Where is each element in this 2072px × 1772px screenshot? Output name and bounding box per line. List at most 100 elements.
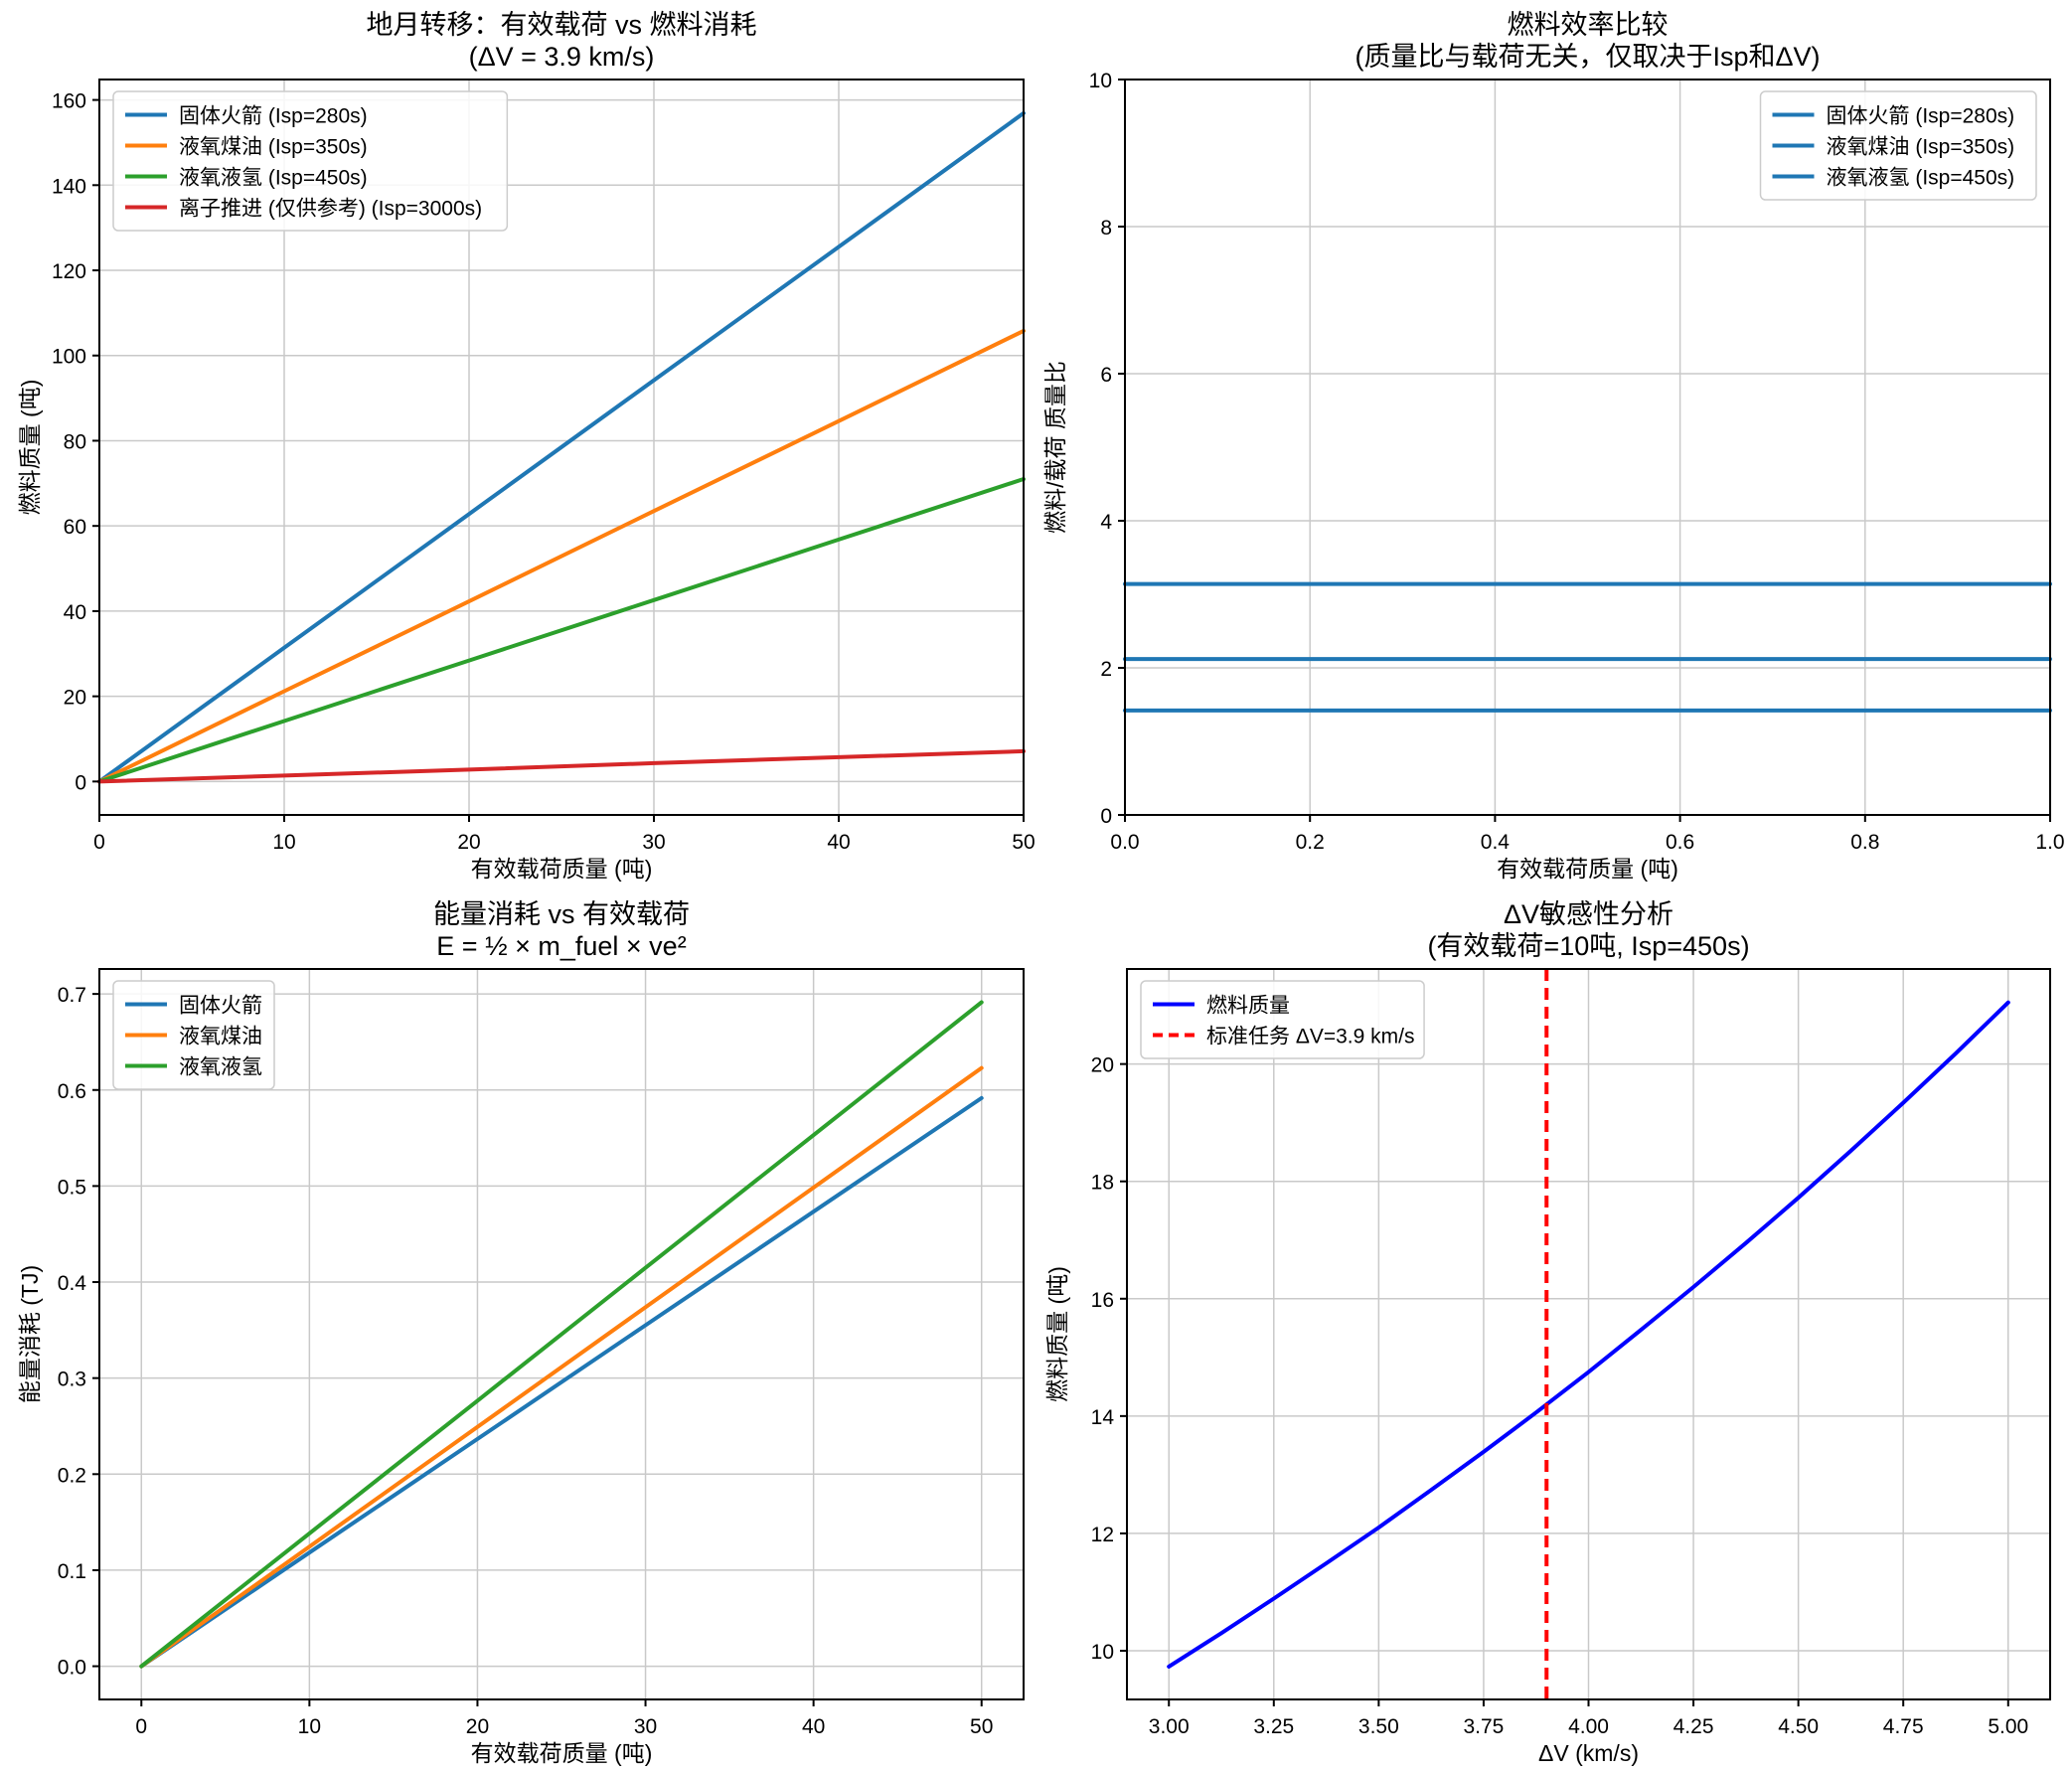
- legend-label: 液氧液氢: [179, 1056, 262, 1079]
- chart-title: 地月转移：有效载荷 vs 燃料消耗: [366, 10, 756, 40]
- x-tick-label: 10: [272, 831, 295, 854]
- x-tick-label: 30: [634, 1715, 657, 1738]
- series-line-0: [139, 1095, 984, 1669]
- y-tick-label: 6: [1100, 364, 1112, 387]
- series-line-0: [97, 110, 1026, 784]
- x-tick-label: 50: [970, 1715, 993, 1738]
- axis-ticks: 0 10 20 30 40 50 0 20 40 60 80 100 120 140 160: [52, 90, 1036, 854]
- series-line-1: [139, 1065, 984, 1669]
- chart-subtitle: E = ½ × m_fuel × ve²: [436, 931, 686, 961]
- x-tick-label: 10: [298, 1715, 321, 1738]
- legend-label: 液氧煤油: [179, 1026, 262, 1048]
- legend-box: [1140, 980, 1425, 1059]
- series-line-3: [97, 748, 1026, 784]
- x-tick-label: 0: [135, 1715, 147, 1738]
- y-tick-label: 20: [64, 687, 86, 710]
- x-tick-label: 0.4: [1481, 831, 1511, 854]
- y-tick-label: 14: [1091, 1406, 1115, 1429]
- legend-label: 固体火箭 (Isp=280s): [1827, 105, 2015, 128]
- y-tick-label: 18: [1091, 1172, 1114, 1195]
- chart-dv-sensitivity: 3.00 3.25 3.50 3.75 4.00 4.25 4.50 4.75 5.00 10 12…: [1036, 886, 2072, 1772]
- x-tick-label: 4.50: [1778, 1715, 1819, 1738]
- y-tick-label: 0: [1100, 805, 1112, 828]
- legend-label: 离子推进 (仅供参考) (Isp=3000s): [179, 198, 482, 221]
- y-tick-label: 160: [52, 90, 86, 113]
- x-tick-label: 30: [642, 831, 665, 854]
- y-tick-label: 0.4: [58, 1272, 87, 1295]
- x-tick-label: 50: [1012, 831, 1035, 854]
- legend: 固体火箭 (Isp=280s) 液氧煤油 (Isp=350s) 液氧液氢 (Isp=…: [112, 90, 509, 232]
- legend-box: [1759, 90, 2037, 201]
- axis-ticks: 3.00 3.25 3.50 3.75 4.00 4.25 4.50 4.75 5.00 10 12…: [1091, 1054, 2029, 1738]
- x-tick-label: 0.2: [1296, 831, 1325, 854]
- y-tick-label: 10: [1091, 1641, 1114, 1664]
- chart-payload-vs-fuel: 0 10 20 30 40 50 0 20 40 60 80 100 120 140 160 地月转移：有效载…: [0, 0, 1036, 886]
- y-tick-label: 12: [1091, 1524, 1114, 1546]
- series-line-2: [97, 477, 1026, 784]
- legend-label: 固体火箭 (Isp=280s): [179, 105, 368, 128]
- x-tick-label: 40: [827, 831, 850, 854]
- y-tick-label: 0.1: [58, 1560, 86, 1583]
- x-tick-label: 40: [802, 1715, 825, 1738]
- x-tick-label: 5.00: [1988, 1715, 2028, 1738]
- y-axis-label: 燃料质量 (吨): [1044, 1266, 1070, 1402]
- series-line-2: [139, 1000, 984, 1669]
- chart-energy-vs-payload: 0 10 20 30 40 50 0.0 0.1 0.2 0.3 0.4 0.5 0.6 0.7 能量消耗 …: [0, 886, 1036, 1772]
- y-tick-label: 40: [64, 601, 86, 624]
- grid: [1127, 969, 2050, 1699]
- y-tick-label: 10: [1089, 70, 1112, 92]
- y-tick-label: 120: [52, 260, 86, 283]
- x-tick-label: 4.25: [1674, 1715, 1714, 1738]
- chart-subtitle: (有效载荷=10吨, Isp=450s): [1427, 931, 1749, 961]
- chart-title: 能量消耗 vs 有效载荷: [433, 899, 690, 929]
- axis-ticks: 0.0 0.2 0.4 0.6 0.8 1.0 0 2 4 6 8 10: [1089, 70, 2065, 854]
- chart-subtitle: (质量比与载荷无关，仅取决于Isp和ΔV): [1355, 42, 1820, 72]
- legend-label: 固体火箭: [179, 995, 262, 1018]
- y-tick-label: 2: [1100, 658, 1112, 681]
- x-tick-label: 3.75: [1463, 1715, 1504, 1738]
- x-tick-label: 3.50: [1358, 1715, 1399, 1738]
- legend: 固体火箭 (Isp=280s) 液氧煤油 (Isp=350s) 液氧液氢 (Isp=…: [1759, 90, 2037, 201]
- y-tick-label: 20: [1091, 1054, 1114, 1077]
- legend-label: 液氧液氢 (Isp=450s): [179, 167, 368, 190]
- legend-label: 液氧煤油 (Isp=350s): [179, 136, 368, 159]
- y-tick-label: 0.7: [58, 984, 86, 1007]
- legend-label: 标准任务 ΔV=3.9 km/s: [1206, 1026, 1415, 1048]
- x-tick-label: 0.6: [1666, 831, 1694, 854]
- y-axis-label: 能量消耗 (TJ): [17, 1265, 43, 1403]
- legend-label: 液氧液氢 (Isp=450s): [1827, 167, 2015, 190]
- x-tick-label: 20: [457, 831, 480, 854]
- x-tick-label: 4.75: [1883, 1715, 1924, 1738]
- chart-fuel-efficiency: 0.0 0.2 0.4 0.6 0.8 1.0 0 2 4 6 8 10 燃料效率比较(质量比与载荷无关…: [1036, 0, 2072, 886]
- y-tick-label: 8: [1100, 217, 1112, 240]
- x-tick-label: 3.25: [1253, 1715, 1294, 1738]
- y-tick-label: 16: [1091, 1289, 1114, 1312]
- x-axis-label: 有效载荷质量 (吨): [471, 1740, 653, 1766]
- chart-subtitle: (ΔV = 3.9 km/s): [469, 42, 655, 72]
- legend-box: [112, 980, 275, 1090]
- legend-box: [112, 90, 509, 232]
- y-axis-label: 燃料/载荷 质量比: [1042, 361, 1068, 534]
- y-tick-label: 0.2: [58, 1464, 86, 1487]
- y-tick-label: 0: [75, 771, 86, 794]
- x-tick-label: 0.8: [1850, 831, 1879, 854]
- plot-border: [1124, 79, 2051, 816]
- x-tick-label: 3.00: [1149, 1715, 1190, 1738]
- x-axis-label: 有效载荷质量 (吨): [471, 856, 653, 882]
- y-tick-label: 0.5: [58, 1176, 86, 1199]
- y-tick-label: 140: [52, 175, 86, 198]
- x-tick-label: 1.0: [2035, 831, 2064, 854]
- y-axis-label: 燃料质量 (吨): [17, 380, 43, 516]
- y-tick-label: 0.3: [58, 1369, 86, 1391]
- plot-border: [98, 968, 1025, 1700]
- y-tick-label: 0.0: [58, 1657, 86, 1680]
- axis-ticks: 0 10 20 30 40 50 0.0 0.1 0.2 0.3 0.4 0.5 0.6 0.7: [58, 984, 994, 1738]
- x-tick-label: 0: [93, 831, 105, 854]
- y-tick-label: 80: [64, 430, 86, 453]
- plot-border: [98, 79, 1025, 816]
- x-tick-label: 4.00: [1568, 1715, 1609, 1738]
- y-tick-label: 100: [52, 346, 86, 369]
